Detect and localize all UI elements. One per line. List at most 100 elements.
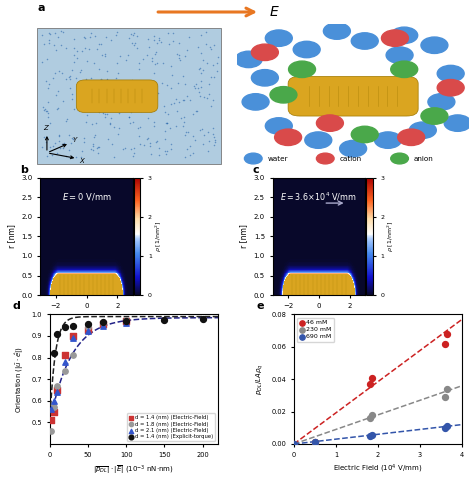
Point bbox=[152, 88, 159, 96]
Point bbox=[206, 80, 213, 88]
Point bbox=[167, 140, 174, 148]
Point bbox=[210, 41, 218, 49]
Circle shape bbox=[340, 140, 366, 157]
Point bbox=[200, 56, 207, 63]
Point bbox=[199, 141, 207, 148]
Circle shape bbox=[421, 108, 448, 124]
Point bbox=[203, 94, 210, 102]
Point bbox=[68, 134, 76, 142]
Circle shape bbox=[289, 61, 316, 78]
Circle shape bbox=[382, 30, 409, 47]
Point bbox=[155, 36, 163, 44]
Point bbox=[46, 36, 53, 44]
Point bbox=[145, 35, 152, 43]
Point bbox=[182, 128, 190, 136]
Text: cation: cation bbox=[339, 156, 361, 161]
Point bbox=[167, 145, 175, 153]
Point bbox=[130, 144, 137, 152]
Point bbox=[155, 34, 163, 42]
Y-axis label: r [nm]: r [nm] bbox=[239, 225, 248, 248]
Point bbox=[102, 34, 110, 41]
Point bbox=[179, 122, 187, 130]
Point bbox=[140, 141, 148, 149]
Point bbox=[114, 28, 121, 36]
d = 2.1 (nm) (Electric-Field) bbox=[61, 358, 69, 366]
Point bbox=[150, 69, 158, 77]
Point bbox=[135, 65, 143, 72]
Point bbox=[55, 138, 63, 145]
Y-axis label: r [nm]: r [nm] bbox=[7, 225, 16, 248]
Point bbox=[207, 46, 214, 53]
46 mM bbox=[290, 440, 298, 448]
Point bbox=[182, 80, 189, 88]
Point bbox=[51, 69, 58, 77]
46 mM bbox=[311, 439, 319, 446]
Point bbox=[148, 54, 156, 62]
d = 1.4 (nm) (Explicit-torque) bbox=[199, 315, 207, 323]
Point bbox=[63, 115, 71, 123]
Point bbox=[59, 97, 66, 105]
Circle shape bbox=[251, 44, 278, 60]
Circle shape bbox=[242, 94, 269, 110]
Circle shape bbox=[323, 23, 350, 39]
Point bbox=[154, 137, 161, 145]
d = 1.4 (nm) (Electric-Field) bbox=[69, 332, 76, 340]
Point bbox=[95, 105, 103, 112]
Point bbox=[161, 102, 168, 109]
Point bbox=[192, 108, 200, 115]
Point bbox=[162, 135, 169, 143]
Point bbox=[101, 82, 109, 89]
Point bbox=[155, 151, 163, 159]
Point bbox=[125, 51, 132, 59]
Point bbox=[103, 76, 110, 84]
Point bbox=[65, 131, 73, 139]
Point bbox=[126, 102, 133, 110]
Point bbox=[90, 60, 97, 67]
Point bbox=[104, 135, 112, 143]
Point bbox=[177, 114, 185, 122]
46 mM bbox=[366, 380, 374, 388]
Point bbox=[183, 145, 191, 153]
Point bbox=[164, 29, 172, 36]
Point bbox=[96, 76, 104, 84]
Point bbox=[112, 74, 119, 82]
Point bbox=[57, 144, 64, 152]
Circle shape bbox=[245, 153, 262, 164]
Point bbox=[167, 84, 175, 92]
Point bbox=[129, 119, 137, 126]
Point bbox=[167, 62, 175, 70]
Text: $E=3.6\!\times\!10^{4}\ \mathrm{V/mm}$: $E=3.6\!\times\!10^{4}\ \mathrm{V/mm}$ bbox=[281, 190, 357, 203]
Point bbox=[153, 48, 160, 56]
Point bbox=[60, 139, 68, 147]
Point bbox=[194, 84, 201, 92]
Point bbox=[205, 90, 212, 98]
Point bbox=[166, 124, 174, 132]
Point bbox=[112, 31, 120, 39]
Point bbox=[81, 138, 88, 146]
Point bbox=[46, 81, 53, 88]
Point bbox=[132, 86, 140, 94]
Point bbox=[197, 49, 204, 57]
Circle shape bbox=[351, 126, 378, 143]
Point bbox=[51, 140, 59, 147]
Point bbox=[159, 59, 167, 67]
Point bbox=[68, 66, 75, 73]
Point bbox=[93, 45, 100, 53]
Legend: d = 1.4 (nm) (Electric-Field), d = 1.8 (nm) (Electric-Field), d = 2.1 (nm) (Elec: d = 1.4 (nm) (Electric-Field), d = 1.8 (… bbox=[127, 413, 215, 442]
690 mM bbox=[368, 431, 375, 439]
Point bbox=[210, 61, 217, 69]
Point bbox=[205, 137, 213, 144]
Point bbox=[89, 120, 96, 128]
d = 1.8 (nm) (Electric-Field) bbox=[84, 324, 92, 331]
Text: e: e bbox=[257, 301, 264, 311]
Point bbox=[171, 99, 178, 107]
Point bbox=[95, 143, 103, 151]
Point bbox=[78, 48, 85, 55]
Circle shape bbox=[386, 47, 413, 63]
Point bbox=[46, 144, 54, 151]
d = 1.4 (nm) (Electric-Field) bbox=[84, 325, 92, 333]
Point bbox=[137, 96, 144, 104]
Point bbox=[108, 36, 115, 44]
Point bbox=[69, 95, 76, 103]
690 mM bbox=[311, 439, 319, 446]
